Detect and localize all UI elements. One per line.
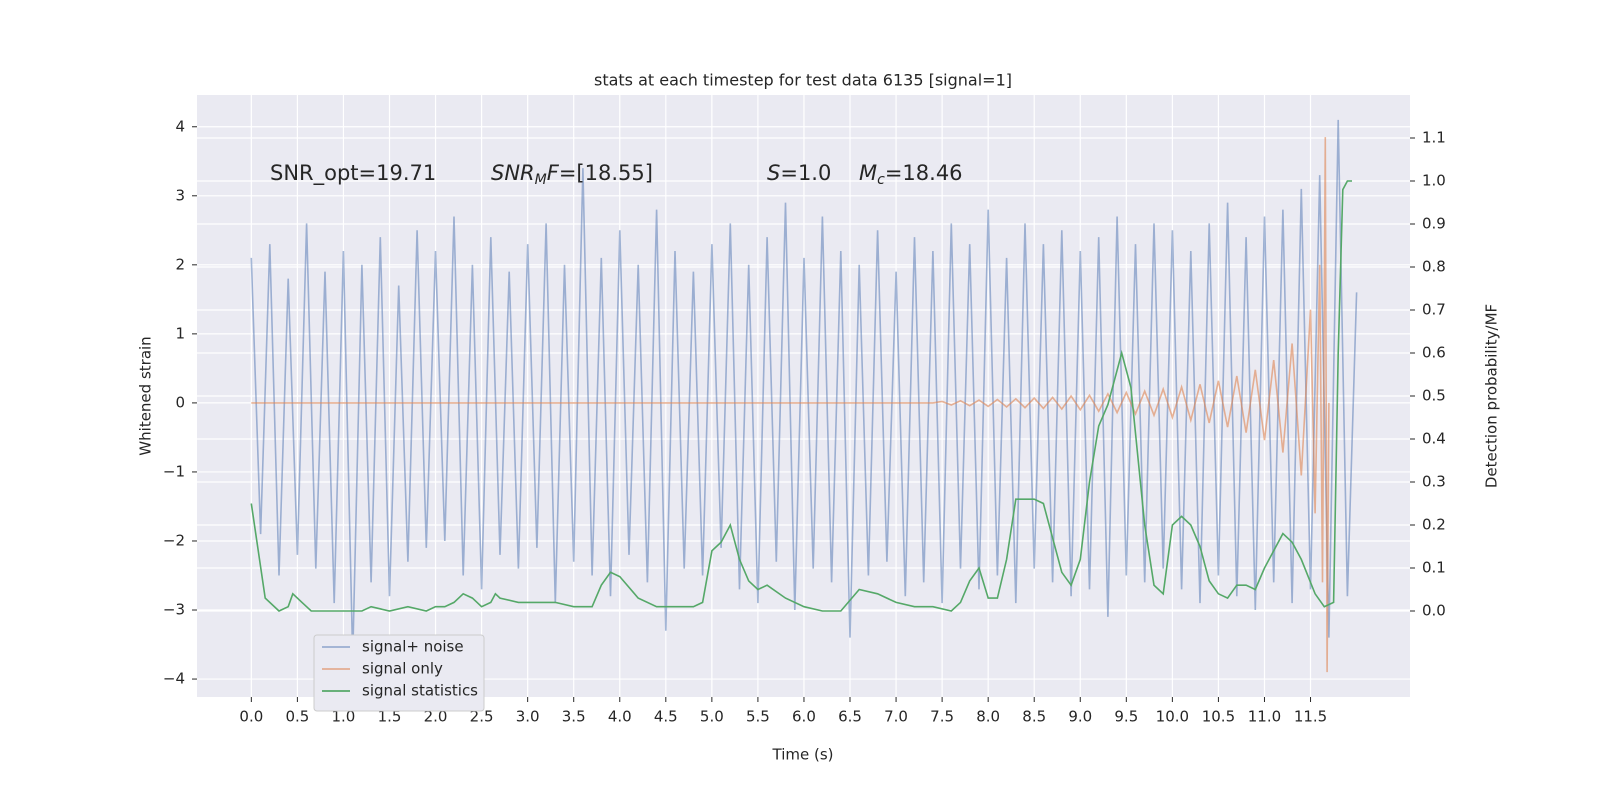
x-tick-label: 10.5 [1202, 708, 1235, 726]
y-tick-label: −1 [163, 462, 185, 480]
annotation-part: =[18.55] [559, 161, 653, 185]
y2-axis-label: Detection probability/MF [1483, 304, 1501, 488]
x-tick-label: 8.5 [1022, 708, 1046, 726]
annotation: SNR_opt=19.71 [270, 161, 436, 186]
annotation-part: F [547, 161, 560, 185]
x-tick-label: 9.0 [1068, 708, 1092, 726]
legend-label: signal only [362, 660, 443, 678]
series-line [250, 119, 1358, 659]
x-tick-label: 0.0 [239, 708, 263, 726]
x-tick-label: 0.5 [285, 708, 309, 726]
annotation-part: SNR [491, 161, 535, 185]
series-line [250, 180, 1352, 612]
y2-tick-label: 0.3 [1422, 473, 1446, 491]
x-tick-label: 4.5 [654, 708, 678, 726]
chart-title: stats at each timestep for test data 613… [594, 71, 1012, 90]
legend-box [313, 634, 485, 712]
y-tick-label: 0 [175, 393, 185, 411]
legend-label: signal+ noise [362, 638, 464, 656]
y-tick-label: −3 [163, 601, 185, 619]
y2-tick-label: 0.9 [1422, 215, 1446, 233]
annotation-part: =18.46 [885, 161, 963, 185]
annotation: Mc=18.46 [859, 161, 963, 188]
x-tick-label: 3.5 [562, 708, 586, 726]
x-tick-label: 2.5 [470, 708, 494, 726]
x-tick-label: 11.0 [1248, 708, 1281, 726]
annotation-part: M [535, 172, 547, 188]
annotation-part: c [877, 172, 885, 188]
x-tick-label: 9.5 [1114, 708, 1138, 726]
y2-tick-label: 0.7 [1422, 301, 1446, 319]
series-line [251, 137, 1330, 673]
annotation: S=1.0 [767, 161, 831, 185]
annotation-part: =1.0 [780, 161, 831, 185]
y2-tick-label: 0.1 [1422, 559, 1446, 577]
x-tick-label: 2.0 [424, 708, 448, 726]
x-tick-label: 1.0 [332, 708, 356, 726]
annotation-part: S [767, 161, 780, 185]
x-tick-label: 11.5 [1294, 708, 1327, 726]
y-tick-label: 1 [175, 324, 185, 342]
annotation-part: M [859, 161, 877, 185]
y-tick-label: −4 [163, 670, 185, 688]
annotation: SNRMF=[18.55] [491, 161, 653, 188]
y2-tick-label: 0.6 [1422, 344, 1446, 362]
y-tick-label: 4 [175, 117, 185, 135]
y2-tick-label: 0.8 [1422, 258, 1446, 276]
y2-tick-label: 0.4 [1422, 430, 1446, 448]
y2-tick-label: 1.1 [1422, 129, 1446, 147]
y2-tick-label: 0.0 [1422, 602, 1446, 620]
x-axis-label: Time (s) [772, 746, 834, 764]
y2-tick-label: 0.2 [1422, 516, 1446, 534]
y2-tick-label: 1.0 [1422, 172, 1446, 190]
x-tick-label: 4.0 [608, 708, 632, 726]
x-tick-label: 5.0 [700, 708, 724, 726]
y-tick-label: −2 [163, 531, 185, 549]
x-tick-label: 6.0 [792, 708, 816, 726]
y2-tick-label: 0.5 [1422, 387, 1446, 405]
x-tick-label: 3.0 [516, 708, 540, 726]
x-tick-label: 10.0 [1156, 708, 1189, 726]
x-tick-label: 8.0 [976, 708, 1000, 726]
legend-label: signal statistics [362, 682, 478, 700]
y-tick-label: 2 [175, 255, 185, 273]
x-tick-label: 6.5 [838, 708, 862, 726]
x-tick-label: 1.5 [378, 708, 402, 726]
marks [250, 119, 1358, 673]
x-tick-label: 7.0 [884, 708, 908, 726]
x-tick-label: 5.5 [746, 708, 770, 726]
x-tick-label: 7.5 [930, 708, 954, 726]
y-tick-label: 3 [175, 186, 185, 204]
y-axis-label: Whitened strain [137, 336, 155, 455]
annotation-part: SNR_opt=19.71 [270, 161, 436, 186]
